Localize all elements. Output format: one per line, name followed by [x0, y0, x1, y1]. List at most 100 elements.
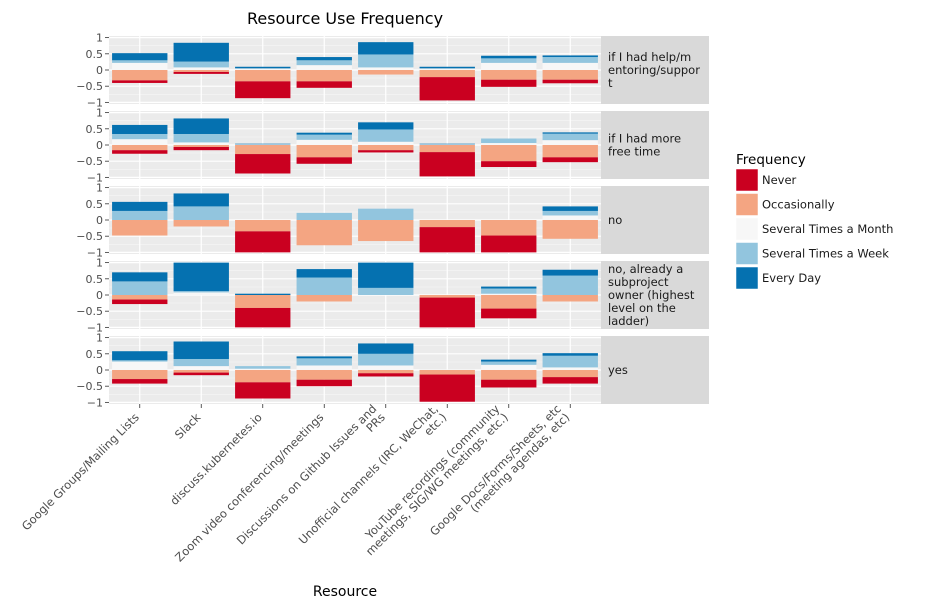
facet-panel: 1 0.5 0 −0.5 −1 no — [76, 182, 709, 259]
bar-every-day — [112, 201, 168, 211]
facet-strip-label: no, already a — [608, 262, 683, 276]
bar-occasionally — [481, 145, 537, 162]
bar-every-day — [542, 55, 598, 58]
legend-swatch — [735, 266, 759, 290]
bar-several-times-a-month — [112, 139, 168, 145]
bar-occasionally — [296, 145, 352, 158]
bar-several-times-a-week — [358, 54, 414, 68]
bar-every-day — [296, 356, 352, 359]
bar-several-times-a-week — [173, 206, 229, 220]
bar-never — [419, 152, 475, 177]
y-tick-label: −1 — [87, 396, 103, 409]
y-tick-label: 0 — [96, 64, 103, 77]
bar-every-day — [173, 118, 229, 134]
y-tick-label: 1 — [96, 182, 103, 195]
bar-never — [235, 231, 291, 253]
y-tick-label: −0.5 — [76, 305, 103, 318]
facet-strip-label: no — [608, 213, 622, 227]
bar-every-day — [296, 132, 352, 135]
bar-never — [235, 307, 291, 328]
bar-several-times-a-month — [358, 365, 414, 370]
bar-every-day — [358, 122, 414, 130]
facet-panel: 1 0.5 0 −0.5 −1 yes — [76, 332, 709, 409]
bar-never — [542, 377, 598, 384]
facet-panels: 1 0.5 0 −0.5 −1 if I had help/mentoring/suppo… — [76, 32, 709, 409]
bar-occasionally — [173, 145, 229, 147]
bar-occasionally — [542, 220, 598, 239]
facet-strip-label: if I had help/m — [608, 50, 691, 64]
facet-strip — [601, 36, 709, 104]
bar-several-times-a-week — [296, 277, 352, 295]
y-tick-label: 0.5 — [86, 123, 104, 136]
bar-never — [112, 80, 168, 83]
bar-several-times-a-month — [235, 68, 291, 70]
y-tick-label: 0.5 — [86, 348, 104, 361]
bar-occasionally — [481, 370, 537, 380]
legend: Frequency Never Occasionally Several Times … — [735, 152, 893, 290]
bar-several-times-a-month — [296, 365, 352, 370]
y-tick-label: −0.5 — [76, 155, 103, 168]
x-tick-label-line: Google Groups/Mailing Lists — [19, 410, 142, 533]
bar-occasionally — [112, 370, 168, 380]
bar-several-times-a-week — [173, 358, 229, 367]
bar-every-day — [481, 359, 537, 362]
bar-several-times-a-month — [481, 62, 537, 70]
bar-occasionally — [358, 70, 414, 75]
bar-occasionally — [235, 370, 291, 383]
bar-never — [419, 297, 475, 328]
bar-every-day — [542, 206, 598, 211]
bar-never — [542, 157, 598, 163]
y-tick-label: −0.5 — [76, 80, 103, 93]
bar-never — [419, 77, 475, 101]
bar-several-times-a-month — [481, 364, 537, 370]
y-tick-label: −1 — [87, 171, 103, 184]
bar-occasionally — [358, 145, 414, 151]
facet-strip — [601, 336, 709, 404]
bar-every-day — [296, 57, 352, 61]
y-tick-label: 1 — [96, 107, 103, 120]
bar-never — [296, 379, 352, 387]
bar-several-times-a-month — [173, 366, 229, 370]
bar-several-times-a-week — [296, 212, 352, 220]
bar-occasionally — [235, 145, 291, 155]
bar-several-times-a-week — [481, 58, 537, 63]
legend-title: Frequency — [736, 152, 806, 168]
bar-several-times-a-month — [173, 67, 229, 70]
bar-every-day — [296, 269, 352, 278]
bar-several-times-a-week — [173, 133, 229, 143]
bar-several-times-a-month — [358, 141, 414, 145]
bar-occasionally — [419, 70, 475, 78]
bar-occasionally — [481, 295, 537, 309]
bar-occasionally — [173, 220, 229, 227]
bar-occasionally — [419, 370, 475, 375]
bar-several-times-a-week — [542, 57, 598, 63]
legend-swatch — [735, 242, 759, 265]
facet-strip — [601, 111, 709, 179]
bar-never — [481, 161, 537, 168]
x-tick-label-line: Slack — [172, 410, 204, 442]
bar-never — [112, 150, 168, 154]
bar-every-day — [358, 42, 414, 55]
bar-never — [419, 374, 475, 402]
facet-strip-label: entoring/suppor — [608, 63, 700, 77]
bar-several-times-a-week — [542, 355, 598, 368]
y-tick-label: 0 — [96, 364, 103, 377]
bar-never — [358, 373, 414, 377]
legend-swatch — [735, 168, 759, 192]
chart-title: Resource Use Frequency — [247, 9, 443, 28]
facet-strip-label: ladder) — [608, 314, 649, 328]
y-tick-label: −0.5 — [76, 230, 103, 243]
bar-several-times-a-month — [542, 367, 598, 370]
y-tick-label: 0 — [96, 139, 103, 152]
bar-occasionally — [481, 220, 537, 236]
bar-every-day — [173, 42, 229, 62]
y-tick-label: 1 — [96, 257, 103, 270]
bar-several-times-a-month — [173, 142, 229, 145]
legend-label: Several Times a Month — [762, 222, 893, 236]
bar-several-times-a-week — [112, 281, 168, 295]
y-tick-label: −0.5 — [76, 380, 103, 393]
bar-never — [112, 379, 168, 384]
bar-never — [112, 299, 168, 305]
y-tick-label: 1 — [96, 332, 103, 345]
